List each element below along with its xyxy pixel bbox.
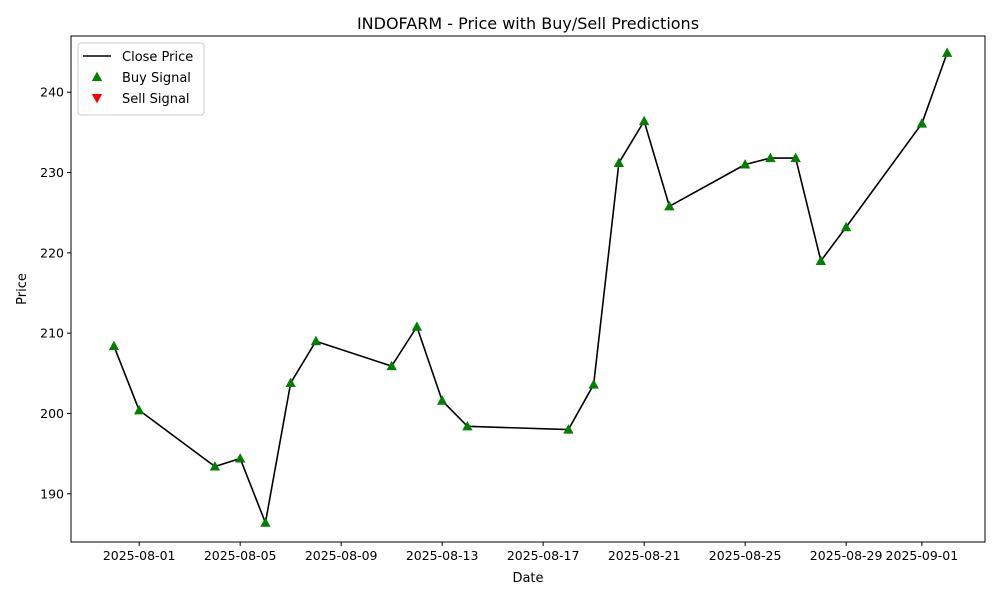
plot-area — [70, 35, 986, 543]
buy-signal-marker — [765, 152, 776, 163]
y-axis: 190 200 210 220 230 240 — [40, 85, 71, 501]
x-tick-label: 2025-09-01 — [886, 548, 959, 563]
buy-signal-marker — [260, 517, 271, 527]
legend-buy-swatch — [91, 71, 103, 82]
buy-signal-marker — [840, 221, 852, 232]
x-tick-label: 2025-08-09 — [305, 548, 378, 563]
buy-signal-marker — [739, 159, 751, 169]
x-axis: 2025-08-01 2025-08-05 2025-08-09 2025-08-13… — [103, 542, 958, 563]
buy-signal-marker — [941, 47, 953, 57]
buy-signal-marker — [916, 118, 928, 128]
buy-signal-marker — [411, 321, 423, 331]
legend-label: Close Price — [122, 50, 193, 65]
x-tick-label: 2025-08-05 — [204, 548, 277, 563]
legend-sell-swatch — [91, 93, 103, 104]
buy-signal-marker — [588, 379, 599, 389]
buy-signal-marker — [234, 453, 246, 463]
x-tick-label: 2025-08-13 — [406, 548, 479, 563]
buy-signal-marker — [664, 200, 675, 211]
legend-box — [77, 42, 205, 116]
close-price-line — [113, 52, 948, 524]
legend-label: Buy Signal — [122, 71, 191, 86]
x-tick-label: 2025-08-01 — [103, 548, 176, 563]
buy-signal-marker — [310, 335, 322, 346]
buy-signal-marker — [108, 340, 120, 351]
x-axis-label: Date — [512, 571, 543, 586]
buy-signal-marker — [613, 157, 625, 167]
y-tick-label: 240 — [40, 85, 64, 100]
plot-frame — [70, 35, 986, 543]
y-tick-label: 190 — [40, 486, 64, 501]
x-tick-label: 2025-08-25 — [709, 548, 782, 563]
y-tick-label: 220 — [40, 245, 64, 260]
series-layer — [108, 47, 953, 527]
legend: Close Price Buy Signal Sell Signal — [77, 42, 205, 116]
buy-signal-marker — [285, 377, 296, 388]
legend-label: Sell Signal — [122, 92, 190, 107]
y-tick-label: 230 — [40, 165, 64, 180]
x-tick-label: 2025-08-29 — [810, 548, 883, 563]
buy-signal-marker — [386, 360, 397, 371]
y-axis-label: Price — [15, 273, 30, 305]
y-tick-label: 200 — [40, 406, 64, 421]
buy-signal-marker — [209, 461, 221, 471]
buy-signal-marker — [638, 115, 650, 126]
buy-signal-marker — [790, 152, 801, 163]
x-tick-label: 2025-08-17 — [507, 548, 580, 563]
buy-signal-marker — [563, 424, 574, 434]
buy-signal-marker — [462, 420, 473, 431]
chart-title: INDOFARM - Price with Buy/Sell Predictio… — [357, 14, 699, 33]
x-tick-label: 2025-08-21 — [608, 548, 681, 563]
buy-signal-marker — [815, 255, 827, 265]
buy-signal-marker — [436, 395, 448, 405]
buy-signal-marker — [133, 404, 145, 415]
y-tick-label: 210 — [40, 326, 64, 341]
